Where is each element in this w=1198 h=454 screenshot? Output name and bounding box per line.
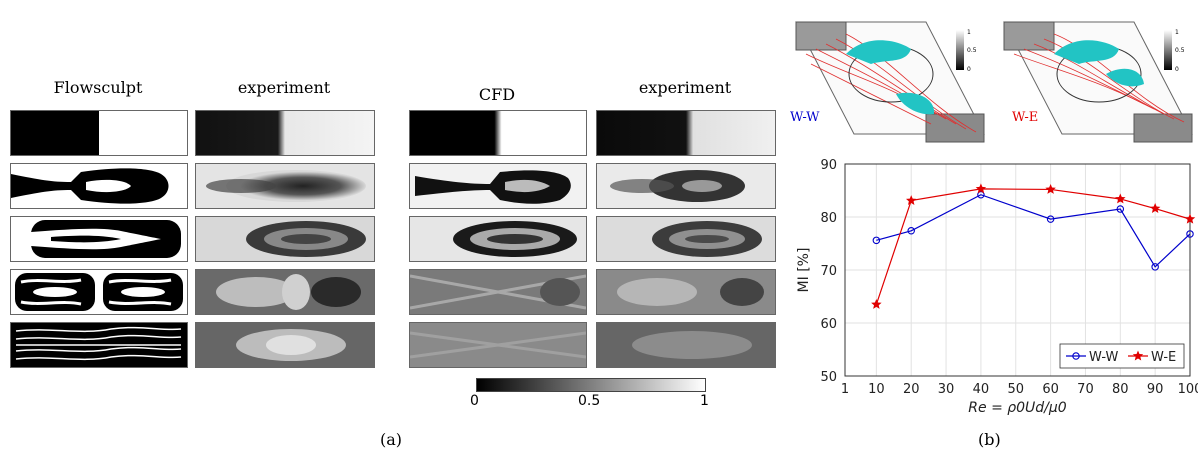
y-axis-label: MI [%]: [796, 248, 812, 293]
inset-ww-cbar-1: 1: [967, 29, 971, 36]
data-point-w-e: [975, 183, 987, 194]
inset-ww-cbar-0: 0: [967, 66, 971, 73]
inset-ww-cbar-05: 0.5: [967, 47, 977, 54]
experiment-left-row-3: [195, 216, 375, 262]
cfd-row-2: [409, 163, 587, 209]
y-tick-label: 50: [820, 370, 837, 385]
header-cfd: CFD: [478, 85, 516, 104]
cfd-row-5: [409, 322, 587, 368]
x-tick-label: 60: [1042, 382, 1059, 397]
experiment-right-row-2: [596, 163, 776, 209]
inset-ww-label: W-W: [790, 110, 820, 125]
data-point-w-e: [1045, 183, 1056, 194]
flowsculpt-row-5: [10, 322, 188, 368]
colorbar-tick-0: 0: [470, 393, 479, 409]
x-tick-label: 40: [973, 382, 990, 397]
inset-we-label: W-E: [1012, 110, 1039, 125]
x-tick-label: 20: [903, 382, 920, 397]
x-axis-label: Re = ρ0Ud/μ0: [968, 400, 1067, 416]
header-experiment-left: experiment: [237, 78, 331, 97]
data-point-w-w: [977, 190, 985, 199]
data-point-w-w: [1046, 215, 1055, 223]
mi-line-chart: 1 10 20 30 40 50 60 70 80 90 100 50 60 70 80 90 Re = ρ0U…: [796, 158, 1198, 416]
data-point-w-w: [907, 227, 915, 235]
inset-ww: 1 0.5 0: [786, 4, 990, 154]
x-tick-label: 1: [841, 382, 849, 397]
y-tick-label: 80: [820, 211, 837, 226]
cfd-row-1: [409, 110, 587, 156]
flowsculpt-row-2: [10, 163, 188, 209]
data-point-w-e: [1184, 213, 1196, 224]
legend-marker-w-e: [1132, 350, 1144, 361]
experiment-left-row-1: [195, 110, 375, 156]
data-point-w-w: [872, 236, 881, 245]
data-point-w-e: [1115, 193, 1126, 204]
data-point-w-w: [1116, 205, 1125, 213]
x-tick-label: 50: [1007, 382, 1024, 397]
x-tick-label: 30: [938, 382, 955, 397]
experiment-right-row-3: [596, 216, 776, 262]
data-point-w-w: [1151, 263, 1159, 271]
y-tick-label: 90: [820, 158, 837, 173]
experiment-right-row-4: [596, 269, 776, 315]
cfd-row-3: [409, 216, 587, 262]
experiment-right-row-5: [596, 322, 776, 368]
experiment-left-row-2: [195, 163, 375, 209]
experiment-right-row-1: [596, 110, 776, 156]
flowsculpt-row-1: [10, 110, 188, 156]
data-point-w-e: [871, 298, 882, 309]
legend-marker-w-w: [1072, 352, 1080, 360]
x-tick-label: 90: [1147, 382, 1164, 397]
y-tick-label: 60: [820, 317, 837, 332]
x-tick-label: 100: [1178, 382, 1198, 397]
legend-label-w-e: W-E: [1151, 350, 1176, 365]
inset-we: 1 0.5 0: [994, 4, 1198, 154]
series-line-w-w: [876, 194, 1191, 268]
header-flowsculpt: Flowsculpt: [53, 78, 143, 97]
inset-we-cbar-0: 0: [1175, 66, 1179, 73]
inset-we-cbar-1: 1: [1175, 29, 1179, 36]
colorbar: [476, 378, 706, 392]
flowsculpt-row-4: [10, 269, 188, 315]
data-point-w-w: [1186, 230, 1194, 238]
legend-label-w-w: W-W: [1089, 350, 1118, 365]
experiment-left-row-4: [195, 269, 375, 315]
y-tick-label: 70: [820, 264, 837, 279]
subfigure-label-a: (a): [380, 430, 403, 449]
flowsculpt-row-3: [10, 216, 188, 262]
x-tick-label: 70: [1077, 382, 1094, 397]
x-tick-label: 80: [1112, 382, 1129, 397]
data-point-w-e: [905, 195, 917, 206]
data-point-w-e: [1149, 203, 1161, 213]
plot-frame: [844, 163, 1191, 377]
colorbar-tick-1: 1: [700, 393, 709, 409]
header-experiment-right: experiment: [638, 78, 732, 97]
x-tick-label: 10: [868, 382, 885, 397]
experiment-left-row-5: [195, 322, 375, 368]
inset-we-cbar-05: 0.5: [1175, 47, 1185, 54]
colorbar-tick-mid: 0.5: [578, 393, 601, 409]
cfd-row-4: [409, 269, 587, 315]
subfigure-label-b: (b): [978, 430, 1001, 449]
